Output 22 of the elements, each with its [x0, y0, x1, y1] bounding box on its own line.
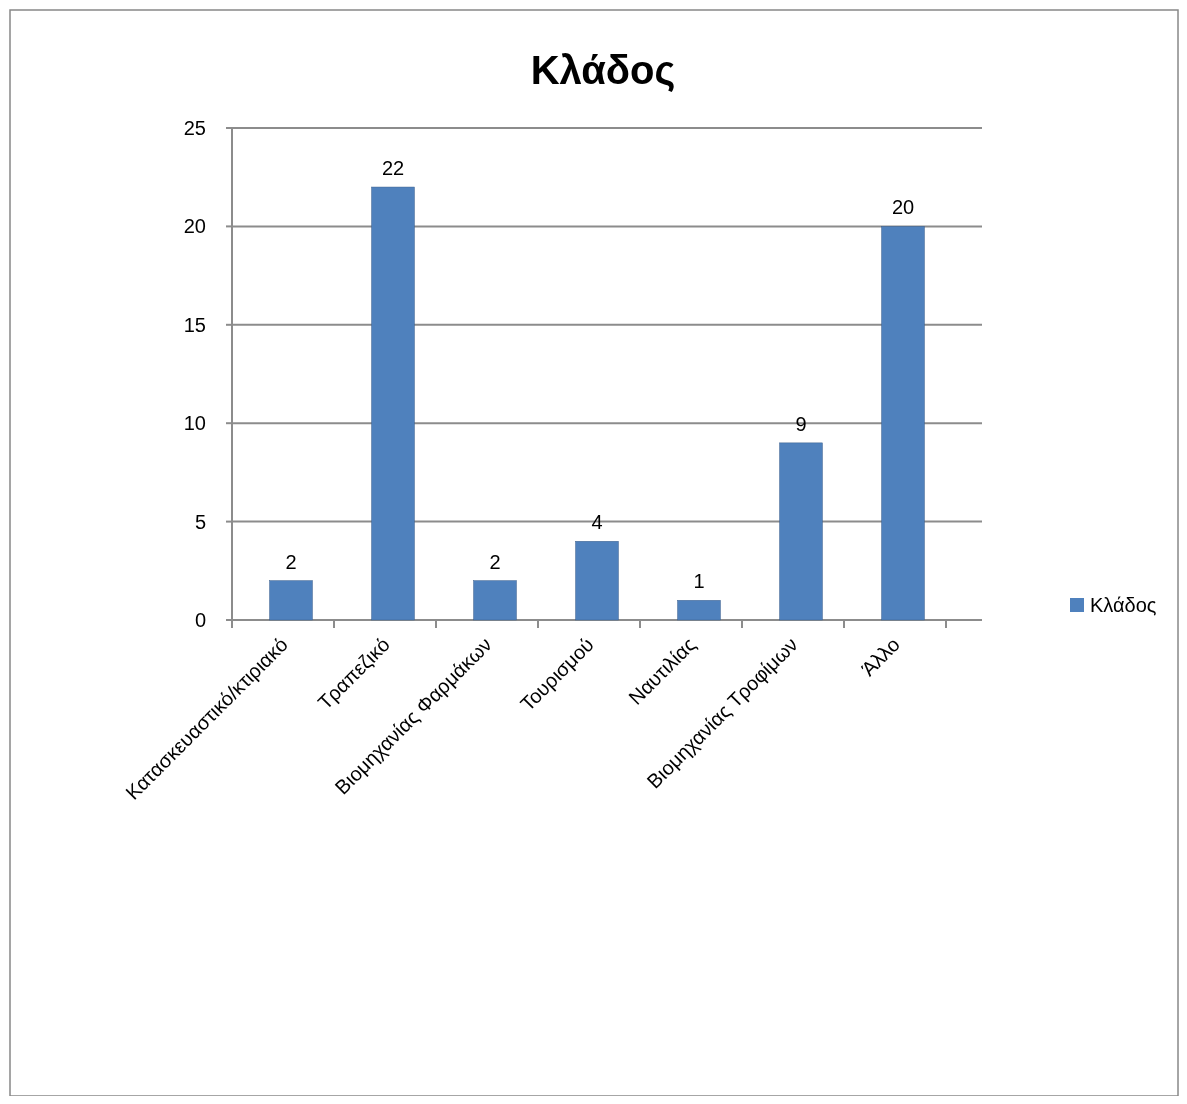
data-label: 1: [693, 570, 705, 593]
bar: [473, 580, 517, 621]
y-tick-label: 0: [194, 609, 206, 631]
bar: [371, 186, 415, 621]
bar: [881, 226, 925, 621]
data-label: 20: [891, 196, 915, 219]
bar: [779, 442, 823, 621]
legend-label: Κλάδος: [1090, 594, 1157, 616]
bar: [575, 541, 619, 621]
chart-title: Κλάδος: [530, 48, 676, 93]
y-tick-label: 10: [183, 412, 206, 435]
data-label: 4: [591, 511, 603, 534]
data-label: 22: [381, 157, 405, 180]
data-label: 2: [489, 550, 501, 573]
data-label: 9: [795, 412, 807, 435]
y-tick-label: 15: [183, 313, 206, 336]
y-tick-label: 20: [183, 215, 206, 238]
bar: [269, 580, 313, 621]
y-tick-label: 5: [194, 510, 206, 533]
data-label: 2: [285, 550, 297, 573]
y-tick-label: 25: [183, 117, 206, 139]
bar: [677, 600, 721, 621]
